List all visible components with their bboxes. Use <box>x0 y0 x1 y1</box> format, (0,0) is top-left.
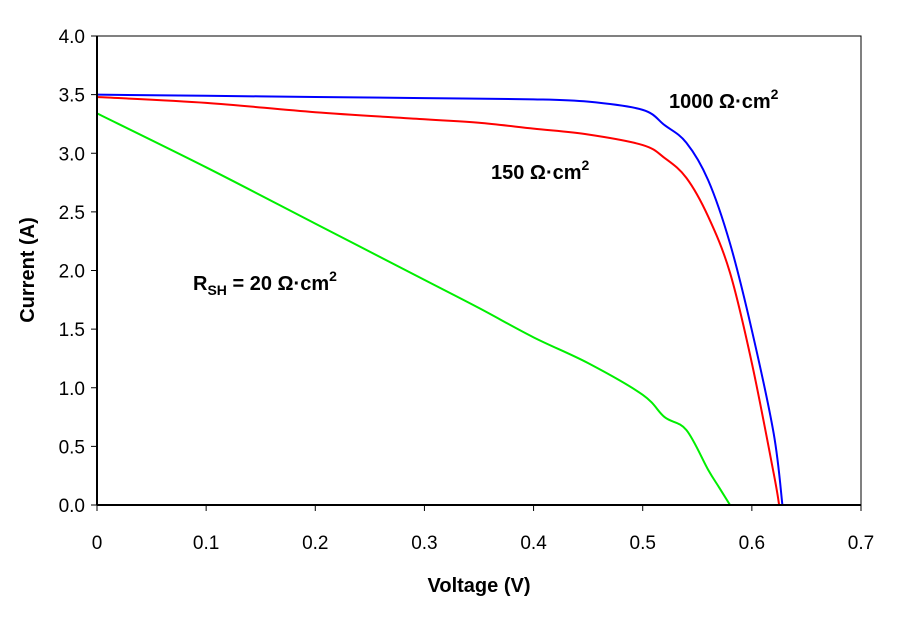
y-tick-label: 1.5 <box>59 320 85 341</box>
y-tick-label: 0.5 <box>59 437 85 458</box>
x-tick-label: 0.2 <box>302 533 328 554</box>
annotation-20: RSH = 20 Ω·cm2 <box>193 268 337 298</box>
annotation-1000: 1000 Ω·cm2 <box>669 86 779 113</box>
series-line-1 <box>96 95 781 506</box>
y-tick-label: 3.0 <box>59 144 85 165</box>
y-tick-label: 0.0 <box>59 496 85 517</box>
y-tick-label: 2.0 <box>59 262 85 283</box>
x-tick-label: 0.3 <box>411 533 437 554</box>
series-line-0 <box>96 93 784 506</box>
series-lines <box>96 93 784 506</box>
x-tick-label: 0.1 <box>193 533 219 554</box>
y-axis-ticks: 0.0 0.5 1.0 1.5 2.0 2.5 3.0 3.5 4.0 <box>59 27 97 517</box>
x-tick-label: 0.4 <box>520 533 547 554</box>
x-tick-label: 0.5 <box>630 533 656 554</box>
plot-area <box>96 35 862 506</box>
y-tick-label: 3.5 <box>59 86 85 107</box>
annotation-150: 150 Ω·cm2 <box>491 157 590 184</box>
y-axis-label: Current (A) <box>17 217 39 323</box>
x-tick-label: 0.6 <box>739 533 765 554</box>
x-tick-label: 0.7 <box>848 533 874 554</box>
y-tick-label: 1.0 <box>59 379 85 400</box>
y-tick-label: 4.0 <box>59 27 85 48</box>
x-axis-label: Voltage (V) <box>428 575 531 597</box>
x-tick-label: 0 <box>92 533 103 554</box>
x-axis-ticks: 0 0.1 0.2 0.3 0.4 0.5 0.6 0.7 <box>92 505 874 554</box>
series-line-2 <box>96 112 731 506</box>
y-tick-label: 2.5 <box>59 203 85 224</box>
